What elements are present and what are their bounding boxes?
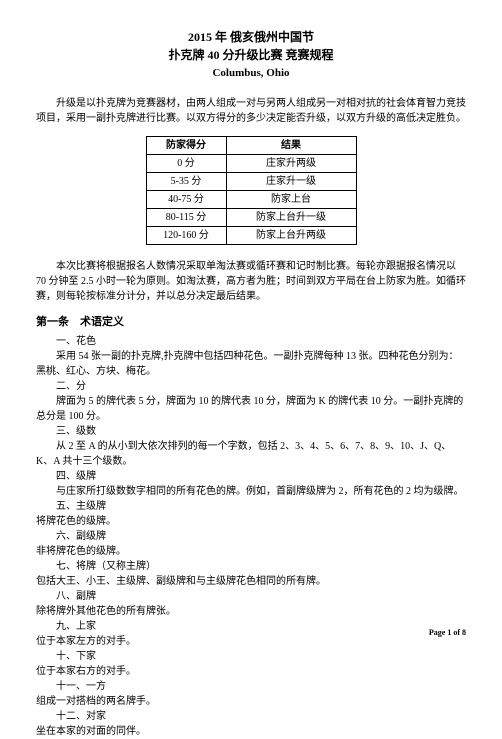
location: Columbus, Ohio — [36, 65, 466, 82]
clause-num: 一、花色 — [36, 334, 466, 349]
cell-result: 庄家升一级 — [226, 172, 356, 190]
clause-num: 十、下家 — [36, 649, 466, 664]
clause-body: 从 2 至 A 的从小到大依次排列的每一个字数，包括 2、3、4、5、6、7、8… — [36, 439, 466, 469]
cell-score: 5-35 分 — [146, 172, 226, 190]
clause-num: 六、副级牌 — [36, 529, 466, 544]
clause-num: 七、将牌（又称主牌） — [36, 559, 466, 574]
title-year: 2015 年 俄亥俄州中国节 — [36, 28, 466, 46]
page-footer: Page 1 of 8 — [429, 627, 466, 639]
table-row: 0 分 庄家升两级 — [146, 154, 356, 172]
table-row: 40-75 分 防家上台 — [146, 190, 356, 208]
clause-list: 一、花色 采用 54 张一副的扑克牌,扑克牌中包括四种花色。一副扑克牌每种 13… — [36, 334, 466, 739]
clause-text: 采用 54 张一副的扑克牌,扑克牌中包括四种花色。一副扑克牌每种 13 张。四种… — [36, 351, 459, 377]
clause-body: 位于本家左方的对手。 — [36, 634, 466, 649]
clause-num: 三、级数 — [36, 424, 466, 439]
cell-result: 防家上台升两级 — [226, 226, 356, 244]
clause-body: 除将牌外其他花色的所有牌张。 — [36, 604, 466, 619]
clause-num: 十一、一方 — [36, 679, 466, 694]
clause-num: 八、副牌 — [36, 589, 466, 604]
title-event: 扑克牌 40 分升级比赛 竞赛规程 — [36, 46, 466, 64]
cell-result: 防家上台升一级 — [226, 208, 356, 226]
clause-num: 五、主级牌 — [36, 499, 466, 514]
intro-paragraph: 升级是以扑克牌为竞赛器材，由两人组成一对与另两人组成另一对相对抗的社会体育智力竞… — [36, 96, 466, 126]
score-table: 防家得分 结果 0 分 庄家升两级 5-35 分 庄家升一级 40-75 分 防… — [146, 136, 357, 245]
clause-body: 坐在本家的对面的同伴。 — [36, 724, 466, 739]
clause-num: 十二、对家 — [36, 709, 466, 724]
cell-result: 防家上台 — [226, 190, 356, 208]
table-row: 120-160 分 防家上台升两级 — [146, 226, 356, 244]
clause-body: 与庄家所打级数数字相同的所有花色的牌。例如，首副牌级牌为 2，所有花色的 2 均… — [36, 484, 466, 499]
clause-text: 从 2 至 A 的从小到大依次排列的每一个字数，包括 2、3、4、5、6、7、8… — [36, 441, 451, 467]
clause-body: 组成一对搭档的两名牌手。 — [36, 694, 466, 709]
section-header-1: 第一条 术语定义 — [36, 314, 466, 331]
cell-score: 120-160 分 — [146, 226, 226, 244]
table-row: 5-35 分 庄家升一级 — [146, 172, 356, 190]
table-header-result: 结果 — [226, 136, 356, 154]
cell-result: 庄家升两级 — [226, 154, 356, 172]
clause-body: 包括大王、小王、主级牌、副级牌和与主级牌花色相同的所有牌。 — [36, 574, 466, 589]
table-row: 80-115 分 防家上台升一级 — [146, 208, 356, 226]
clause-body: 采用 54 张一副的扑克牌,扑克牌中包括四种花色。一副扑克牌每种 13 张。四种… — [36, 349, 466, 379]
cell-score: 0 分 — [146, 154, 226, 172]
clause-num: 九、上家 — [36, 619, 466, 634]
table-header-score: 防家得分 — [146, 136, 226, 154]
title-block: 2015 年 俄亥俄州中国节 扑克牌 40 分升级比赛 竞赛规程 Columbu… — [36, 28, 466, 82]
cell-score: 40-75 分 — [146, 190, 226, 208]
rules-paragraph: 本次比赛将根据报名人数情况采取单淘汰赛或循环赛和记时制比赛。每轮亦跟据报名情况以… — [36, 259, 466, 304]
clause-body: 将牌花色的级牌。 — [36, 514, 466, 529]
clause-text: 牌面为 5 的牌代表 5 分，牌面为 10 的牌代表 10 分，牌面为 K 的牌… — [36, 396, 463, 422]
cell-score: 80-115 分 — [146, 208, 226, 226]
clause-body: 非将牌花色的级牌。 — [36, 544, 466, 559]
clause-body: 位于本家右方的对手。 — [36, 664, 466, 679]
clause-num: 四、级牌 — [36, 469, 466, 484]
score-table-body: 0 分 庄家升两级 5-35 分 庄家升一级 40-75 分 防家上台 80-1… — [146, 154, 356, 244]
clause-num: 二、分 — [36, 379, 466, 394]
clause-body: 牌面为 5 的牌代表 5 分，牌面为 10 的牌代表 10 分，牌面为 K 的牌… — [36, 394, 466, 424]
